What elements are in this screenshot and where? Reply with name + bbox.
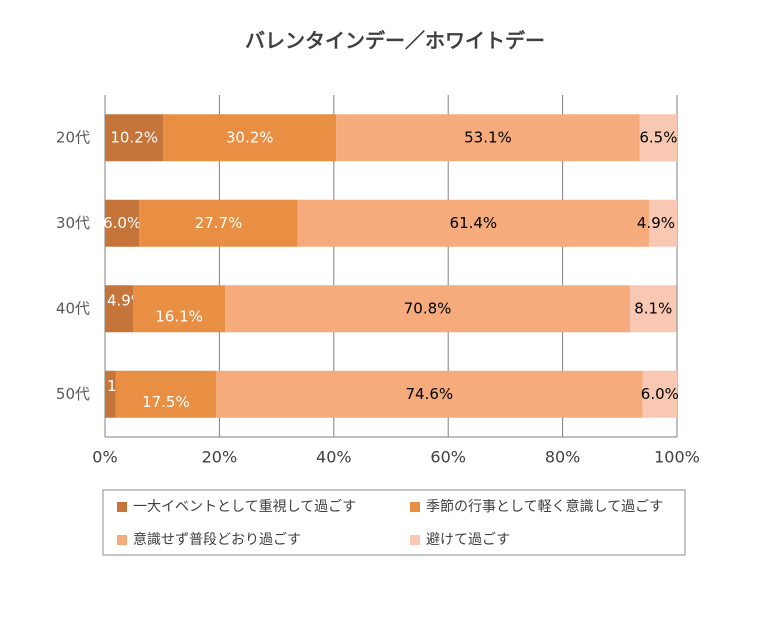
x-tick-label: 40% [316,448,352,467]
legend-swatch [410,535,420,545]
legend-swatch [410,502,420,512]
legend-label: 意識せず普段どおり過ごす [133,531,301,548]
chart-title: バレンタインデー／ホワイトデー [245,29,545,53]
value-label: 30.2% [226,128,274,146]
x-tick-label: 100% [654,448,700,467]
bar-segment [133,285,226,333]
bar-segment [225,285,631,333]
value-label: 70.8% [404,299,452,317]
value-label: 27.7% [195,214,243,232]
bar-segment [642,370,677,418]
value-label: 10.2% [110,128,158,146]
bar-segment [639,114,677,162]
value-label: 61.4% [450,214,498,232]
x-tick-label: 20% [202,448,238,467]
bar-segment [648,199,677,247]
value-label: 6.0% [103,214,141,232]
value-label: 6.0% [641,385,679,403]
x-tick-label: 60% [430,448,466,467]
bar-segment [105,285,134,333]
bar-segment [336,114,640,162]
y-tick-label: 20代 [56,128,90,146]
bar-segment [215,370,643,418]
value-label: 17.5% [142,393,190,411]
legend-label: 避けて過ごす [426,532,510,548]
bar-segment [297,199,649,247]
bar-segment [163,114,337,162]
value-label: 74.6% [405,385,453,403]
bar-segment [139,199,298,247]
bar-segment [105,114,164,162]
bar-segment [630,285,677,333]
x-tick-label: 80% [545,448,581,467]
value-label: 6.5% [639,128,677,146]
bar-segment [115,370,216,418]
legend-swatch [117,535,127,545]
y-tick-label: 40代 [56,299,90,317]
bar-segment [105,370,116,418]
legend-label: 季節の行事として軽く意識して過ごす [426,498,663,515]
value-label: 16.1% [155,307,203,325]
legend-label: 一大イベントとして重視して過ごす [133,499,356,515]
value-label: 8.1% [634,299,672,317]
value-label: 4.9% [637,214,675,232]
value-label: 53.1% [464,128,512,146]
legend-box [102,489,686,556]
legend-swatch [117,502,127,512]
y-tick-label: 50代 [56,385,90,403]
bar-segment [105,199,140,247]
x-tick-label: 0% [92,448,117,467]
y-tick-label: 30代 [56,214,90,232]
